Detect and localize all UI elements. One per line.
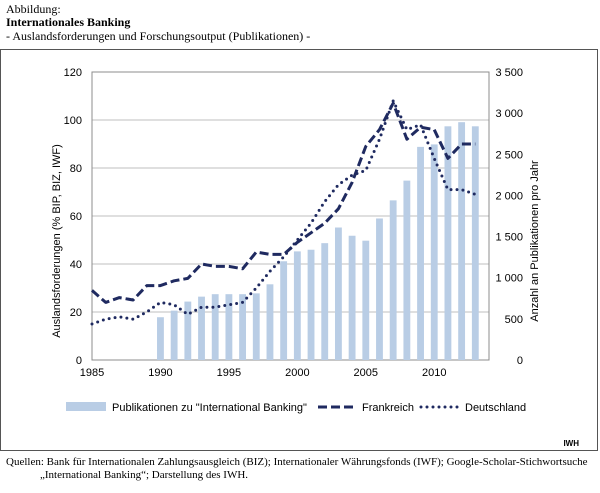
- sources-note: Quellen: Bank für Internationalen Zahlun…: [6, 456, 596, 482]
- sources-line-2: „International Banking“; Darstellung des…: [40, 469, 249, 481]
- y-left-tick-label: 20: [70, 307, 82, 319]
- bar: [184, 301, 192, 360]
- bar: [444, 126, 452, 361]
- series-line-deutschland: [90, 99, 477, 326]
- figure-title: Internationales Banking: [6, 15, 131, 29]
- source-tag: IWH: [563, 439, 579, 448]
- bar: [225, 294, 233, 360]
- figure-label: Abbildung:: [6, 2, 61, 16]
- bar: [293, 251, 301, 360]
- chart: 0 20 40 60 80 100 120 0 500 1 000 1 500 2 000 2 500 3…: [51, 67, 579, 448]
- line-series: [90, 99, 477, 326]
- chart-frame: [0, 49, 598, 451]
- y-left-tick-label: 80: [70, 163, 82, 175]
- bar: [321, 243, 329, 360]
- gridlines: [91, 71, 490, 361]
- bar: [362, 240, 370, 360]
- x-tick-label: 1995: [217, 367, 241, 379]
- x-tick-label: 2010: [422, 367, 446, 379]
- bar: [458, 122, 466, 361]
- y-right-tick-label: 1 000: [495, 273, 523, 285]
- bar: [471, 126, 479, 361]
- legend-label-frankreich: Frankreich: [362, 402, 414, 414]
- legend: Publikationen zu "International Banking"…: [66, 402, 526, 414]
- y-right-tick-label: 3 000: [495, 108, 523, 120]
- legend-swatch-bars: [66, 402, 106, 411]
- bar: [170, 310, 178, 360]
- bar-series: [157, 122, 479, 361]
- y-right-tick-label: 2 500: [495, 149, 523, 161]
- legend-label-bars: Publikationen zu "International Banking": [112, 402, 307, 414]
- bar: [417, 146, 424, 360]
- y-right-tick-label: 500: [505, 314, 523, 326]
- y-right-tick-label: 3 500: [495, 67, 523, 79]
- y-right-tick-label: 1 500: [495, 232, 523, 244]
- bar: [266, 284, 274, 360]
- y-left-tick-label: 60: [70, 211, 82, 223]
- figure-subtitle: - Auslandsforderungen und Forschungsoutp…: [6, 29, 311, 43]
- bar: [252, 293, 260, 360]
- y-left-tick-label: 0: [76, 355, 82, 367]
- y-axis-left-label: Auslandsforderungen (% BIP, BIZ, IWF): [51, 144, 63, 338]
- bar: [389, 200, 397, 360]
- plot-border: [91, 71, 490, 361]
- y-right-tick-label: 2 000: [495, 190, 523, 202]
- bar: [348, 235, 356, 360]
- bar: [280, 261, 288, 360]
- bar: [211, 294, 219, 360]
- bar: [307, 249, 315, 360]
- bar: [334, 227, 342, 360]
- bar: [157, 317, 164, 360]
- bar: [430, 144, 438, 360]
- bar: [376, 218, 383, 360]
- legend-label-deutschland: Deutschland: [465, 402, 526, 414]
- y-axis-right-label: Anzahl an Publikationen pro Jahr: [529, 160, 541, 322]
- x-tick-label: 1985: [80, 367, 104, 379]
- y-right-tick-label: 0: [517, 355, 523, 367]
- bar: [403, 180, 411, 360]
- y-left-tick-label: 120: [64, 67, 82, 79]
- tick-labels: 0 20 40 60 80 100 120 0 500 1 000 1 500 2 000 2 500 3…: [64, 67, 523, 379]
- x-tick-label: 1990: [148, 367, 172, 379]
- y-left-tick-label: 100: [64, 115, 82, 127]
- y-left-tick-label: 40: [70, 259, 82, 271]
- x-tick-label: 2000: [285, 367, 309, 379]
- bar: [239, 294, 247, 360]
- bar: [198, 296, 205, 360]
- sources-line-1: Quellen: Bank für Internationalen Zahlun…: [6, 456, 588, 468]
- x-tick-label: 2005: [354, 367, 378, 379]
